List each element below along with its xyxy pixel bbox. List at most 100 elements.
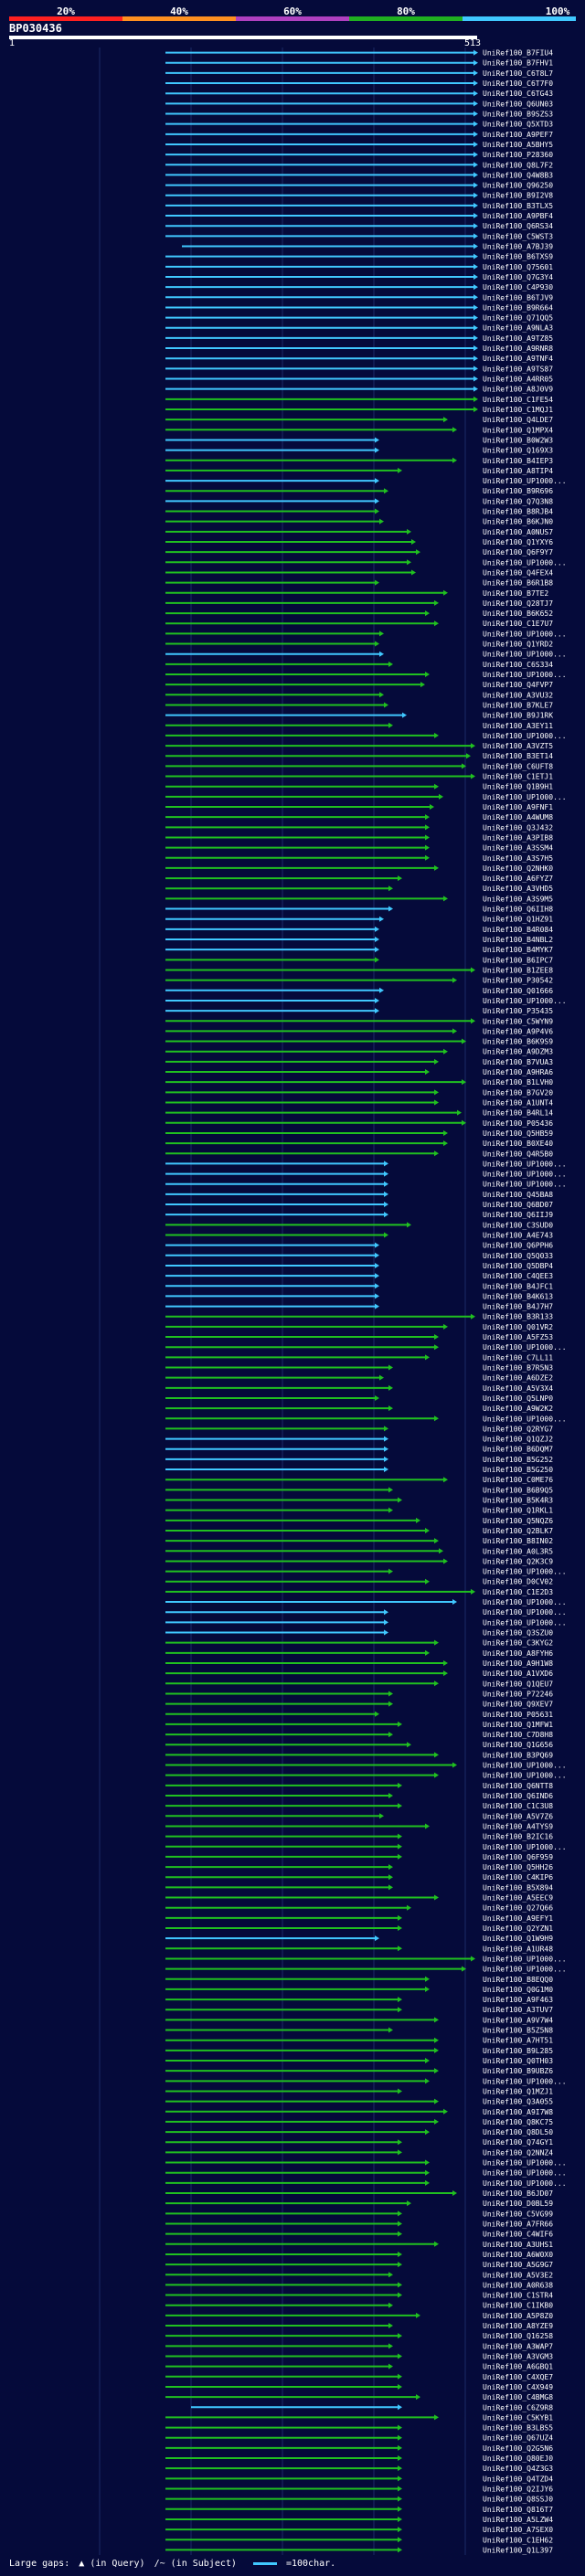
hit-label[interactable]: UniRef100_UP1000...	[483, 2077, 567, 2085]
hit-label[interactable]: UniRef100_Q1W9H9	[483, 1935, 553, 1943]
hit-row[interactable]: UniRef100_C4KIP6	[165, 1873, 553, 1882]
hit-label[interactable]: UniRef100_A3SSM4	[483, 844, 553, 853]
hit-row[interactable]: UniRef100_B6TJV9	[165, 293, 553, 302]
hit-row[interactable]: UniRef100_C3KYG2	[165, 1639, 553, 1648]
hit-row[interactable]: UniRef100_C1MQJ1	[165, 406, 553, 414]
hit-label[interactable]: UniRef100_Q8KC75	[483, 2118, 553, 2126]
hit-label[interactable]: UniRef100_Q1MZJ1	[483, 2087, 553, 2095]
hit-label[interactable]: UniRef100_Q5NQZ6	[483, 1517, 553, 1525]
hit-row[interactable]: UniRef100_A5V3X4	[165, 1384, 553, 1393]
hit-label[interactable]: UniRef100_A4RR05	[483, 376, 553, 384]
hit-row[interactable]: UniRef100_A9HRA6	[165, 1068, 553, 1076]
hit-row[interactable]: UniRef100_A3S7H5	[165, 854, 553, 863]
hit-row[interactable]: UniRef100_UP1000...	[165, 1618, 567, 1627]
hit-row[interactable]: UniRef100_Q6RS34	[165, 222, 553, 230]
hit-label[interactable]: UniRef100_C0ME76	[483, 1476, 553, 1484]
hit-label[interactable]: UniRef100_B0W2W3	[483, 436, 553, 444]
hit-row[interactable]: UniRef100_B5K4R3	[165, 1497, 553, 1505]
hit-row[interactable]: UniRef100_C0ME76	[165, 1476, 553, 1484]
hit-row[interactable]: UniRef100_Q2G5N6	[165, 2444, 553, 2453]
hit-label[interactable]: UniRef100_Q6BD07	[483, 1201, 553, 1209]
hit-label[interactable]: UniRef100_A7HT51	[483, 2037, 553, 2045]
hit-row[interactable]: UniRef100_A9PEF7	[165, 131, 553, 139]
hit-row[interactable]: UniRef100_Q74GY1	[165, 2138, 553, 2147]
hit-row[interactable]: UniRef100_C3SUD0	[165, 1221, 553, 1229]
hit-label[interactable]: UniRef100_C5VG99	[483, 2210, 553, 2218]
hit-row[interactable]: UniRef100_B0XE40	[165, 1140, 553, 1148]
hit-label[interactable]: UniRef100_Q2BLK7	[483, 1527, 553, 1535]
hit-row[interactable]: UniRef100_UP1000...	[165, 477, 567, 485]
hit-row[interactable]: UniRef100_A5FZ53	[165, 1333, 553, 1341]
hit-row[interactable]: UniRef100_UP1000...	[165, 1772, 567, 1780]
hit-label[interactable]: UniRef100_B9J1RK	[483, 712, 553, 720]
hit-label[interactable]: UniRef100_A7BJ39	[483, 243, 553, 251]
hit-row[interactable]: UniRef100_B9R664	[165, 303, 553, 312]
hit-row[interactable]: UniRef100_C4WIF6	[165, 2231, 553, 2239]
hit-row[interactable]: UniRef100_Q9XEV7	[165, 1701, 553, 1709]
hit-label[interactable]: UniRef100_Q2NHK0	[483, 864, 553, 873]
hit-row[interactable]: UniRef100_P28360	[165, 151, 553, 159]
hit-label[interactable]: UniRef100_Q1YXY6	[483, 538, 553, 546]
hit-row[interactable]: UniRef100_A9RNR8	[165, 345, 553, 353]
hit-label[interactable]: UniRef100_Q96250	[483, 182, 553, 190]
hit-label[interactable]: UniRef100_Q71QQ5	[483, 314, 553, 323]
hit-label[interactable]: UniRef100_C3KYG2	[483, 1639, 553, 1648]
hit-row[interactable]: UniRef100_P72246	[165, 1690, 553, 1698]
hit-row[interactable]: UniRef100_A9I7W8	[165, 2108, 553, 2116]
hit-label[interactable]: UniRef100_Q8L7F2	[483, 161, 553, 169]
hit-row[interactable]: UniRef100_UP1000...	[165, 793, 567, 801]
hit-row[interactable]: UniRef100_B7TE2	[165, 589, 548, 598]
hit-row[interactable]: UniRef100_A4TYS9	[165, 1822, 553, 1830]
hit-label[interactable]: UniRef100_B5X894	[483, 1883, 553, 1892]
hit-row[interactable]: UniRef100_C5VG99	[165, 2210, 553, 2218]
hit-label[interactable]: UniRef100_B1ZEE8	[483, 966, 553, 974]
hit-row[interactable]: UniRef100_A9TZ85	[165, 334, 553, 343]
hit-row[interactable]: UniRef100_A8TIP4	[165, 467, 553, 475]
hit-row[interactable]: UniRef100_C4QEE3	[165, 1272, 553, 1280]
hit-row[interactable]: UniRef100_UP1000...	[165, 2159, 567, 2168]
hit-row[interactable]: UniRef100_Q4TZD4	[165, 2475, 553, 2483]
hit-row[interactable]: UniRef100_B9UBZ6	[165, 2067, 553, 2075]
hit-row[interactable]: UniRef100_C6T8L7	[165, 69, 553, 78]
hit-label[interactable]: UniRef100_A5V7Z6	[483, 1812, 553, 1820]
hit-label[interactable]: UniRef100_Q5LNP0	[483, 1394, 553, 1403]
hit-label[interactable]: UniRef100_UP1000...	[483, 477, 567, 485]
hit-row[interactable]: UniRef100_Q96250	[165, 182, 553, 190]
hit-row[interactable]: UniRef100_Q3SZU0	[165, 1629, 553, 1638]
hit-label[interactable]: UniRef100_UP1000...	[483, 1181, 567, 1189]
hit-label[interactable]: UniRef100_Q1YRD2	[483, 641, 553, 649]
hit-label[interactable]: UniRef100_A5V3X4	[483, 1384, 553, 1393]
hit-label[interactable]: UniRef100_A9TZ85	[483, 334, 553, 343]
hit-row[interactable]: UniRef100_B7R5N3	[165, 1364, 553, 1373]
hit-label[interactable]: UniRef100_A7FR66	[483, 2220, 553, 2228]
hit-row[interactable]: UniRef100_Q1YXY6	[165, 538, 553, 546]
hit-row[interactable]: UniRef100_A0L3R5	[165, 1547, 553, 1555]
hit-row[interactable]: UniRef100_A6GBQ1	[165, 2363, 553, 2371]
hit-label[interactable]: UniRef100_Q1RKL1	[483, 1507, 553, 1515]
hit-row[interactable]: UniRef100_Q1B9H1	[165, 783, 553, 791]
hit-label[interactable]: UniRef100_A9HRA6	[483, 1068, 553, 1076]
hit-row[interactable]: UniRef100_P30542	[165, 977, 553, 985]
hit-row[interactable]: UniRef100_B5X894	[165, 1883, 553, 1892]
hit-label[interactable]: UniRef100_A3PIB8	[483, 833, 553, 842]
hit-row[interactable]: UniRef100_Q816T7	[165, 2506, 553, 2514]
hit-label[interactable]: UniRef100_A9TS87	[483, 365, 553, 373]
hit-row[interactable]: UniRef100_A6DZE2	[165, 1374, 553, 1383]
hit-label[interactable]: UniRef100_A9PBF4	[483, 212, 553, 220]
hit-row[interactable]: UniRef100_C6UFT8	[165, 762, 553, 770]
hit-label[interactable]: UniRef100_A5G9G7	[483, 2261, 553, 2269]
hit-row[interactable]: UniRef100_UP1000...	[165, 1160, 567, 1168]
hit-row[interactable]: UniRef100_C1ETJ1	[165, 773, 553, 781]
hit-row[interactable]: UniRef100_B4J7H7	[165, 1303, 553, 1311]
hit-row[interactable]: UniRef100_Q4R5B0	[165, 1150, 553, 1158]
hit-label[interactable]: UniRef100_A6GBQ1	[483, 2363, 553, 2371]
hit-label[interactable]: UniRef100_C4WIF6	[483, 2231, 553, 2239]
hit-label[interactable]: UniRef100_UP1000...	[483, 1415, 567, 1423]
hit-label[interactable]: UniRef100_A9I7W8	[483, 2108, 553, 2116]
hit-row[interactable]: UniRef100_UP1000...	[165, 2169, 567, 2178]
hit-row[interactable]: UniRef100_A4RR05	[165, 376, 553, 384]
hit-row[interactable]: UniRef100_UP1000...	[165, 1762, 567, 1770]
hit-row[interactable]: UniRef100_Q4LDE7	[165, 416, 553, 424]
hit-label[interactable]: UniRef100_Q01666	[483, 987, 553, 995]
hit-label[interactable]: UniRef100_C1C3U8	[483, 1802, 553, 1810]
